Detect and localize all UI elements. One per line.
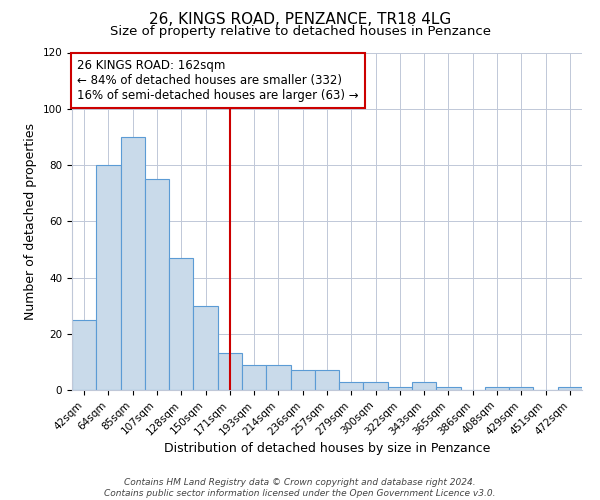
Bar bbox=[509, 387, 533, 390]
Bar bbox=[96, 165, 121, 390]
Bar bbox=[339, 382, 364, 390]
Bar bbox=[193, 306, 218, 390]
Bar bbox=[169, 258, 193, 390]
Bar bbox=[290, 370, 315, 390]
Bar bbox=[558, 387, 582, 390]
Text: Size of property relative to detached houses in Penzance: Size of property relative to detached ho… bbox=[110, 25, 491, 38]
Bar bbox=[436, 387, 461, 390]
Bar bbox=[364, 382, 388, 390]
Bar bbox=[218, 354, 242, 390]
Bar bbox=[266, 364, 290, 390]
Text: 26, KINGS ROAD, PENZANCE, TR18 4LG: 26, KINGS ROAD, PENZANCE, TR18 4LG bbox=[149, 12, 451, 28]
X-axis label: Distribution of detached houses by size in Penzance: Distribution of detached houses by size … bbox=[164, 442, 490, 455]
Bar bbox=[242, 364, 266, 390]
Bar bbox=[412, 382, 436, 390]
Text: Contains HM Land Registry data © Crown copyright and database right 2024.
Contai: Contains HM Land Registry data © Crown c… bbox=[104, 478, 496, 498]
Bar bbox=[315, 370, 339, 390]
Text: 26 KINGS ROAD: 162sqm
← 84% of detached houses are smaller (332)
16% of semi-det: 26 KINGS ROAD: 162sqm ← 84% of detached … bbox=[77, 59, 359, 102]
Bar bbox=[121, 137, 145, 390]
Y-axis label: Number of detached properties: Number of detached properties bbox=[24, 122, 37, 320]
Bar bbox=[145, 179, 169, 390]
Bar bbox=[485, 387, 509, 390]
Bar bbox=[388, 387, 412, 390]
Bar bbox=[72, 320, 96, 390]
